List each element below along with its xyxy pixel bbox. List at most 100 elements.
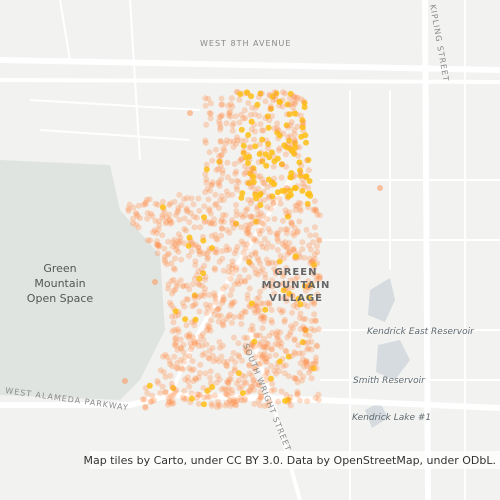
point [284,185,291,191]
point [224,159,231,166]
point [274,335,281,342]
point [154,250,161,257]
point [260,127,267,134]
place-line: Mountain [34,277,85,290]
point [305,278,312,284]
point [302,316,309,322]
point [298,96,305,103]
point [188,210,194,216]
point [223,137,230,144]
point [297,205,304,212]
point [166,399,173,406]
point [286,249,293,256]
point [311,299,318,306]
point [152,200,159,207]
point [170,392,177,399]
point [207,115,214,122]
point [196,391,203,398]
point [224,358,231,365]
point [282,90,289,97]
point [251,338,258,345]
point [231,396,238,403]
point [188,390,195,397]
point [274,333,281,340]
point [173,246,180,253]
point [216,118,223,125]
point [266,282,273,289]
point [186,286,193,293]
point [246,370,253,377]
point [169,363,176,370]
point [261,350,268,357]
point [234,278,241,285]
point [254,206,260,212]
point [241,397,248,404]
point [300,323,307,330]
point [249,322,256,329]
point [251,111,258,118]
point [212,299,219,306]
point [219,101,226,108]
point [292,320,299,327]
point [278,309,285,316]
point [267,103,274,110]
point [256,231,263,237]
point [242,137,249,144]
point [299,124,306,131]
point [190,201,197,208]
point [291,232,298,239]
point [135,224,142,231]
point [228,95,235,102]
point [297,310,304,317]
point [268,105,275,112]
point [201,350,208,357]
point [247,327,254,333]
point [284,250,291,257]
point [295,342,302,349]
point [312,317,319,324]
point [189,358,196,364]
point [244,179,251,186]
point [155,201,161,208]
point [200,250,207,257]
point [271,266,278,272]
point [189,303,196,310]
point [232,221,239,228]
point [312,358,319,365]
attribution[interactable]: Map tiles by Carto, under CC BY 3.0. Dat… [83,454,496,467]
point [296,397,303,404]
point [243,222,250,229]
point [215,312,222,319]
point [264,240,271,247]
point [281,370,288,377]
point [190,334,197,341]
point [218,232,225,239]
point [290,246,297,253]
point [274,235,281,242]
point [310,207,317,214]
point [188,248,195,255]
point [178,256,185,263]
place-line: GREEN [275,267,318,278]
point [208,181,215,188]
point [203,161,210,168]
point [175,231,182,238]
place-label: Green Mountain Open Space [27,262,94,305]
point [261,197,268,204]
point [241,107,248,114]
point [229,270,236,277]
point [195,268,202,275]
point [259,136,266,143]
point [216,153,222,160]
point [288,221,295,228]
point [314,291,321,298]
point [236,377,242,384]
point [166,202,173,208]
point [208,317,215,324]
point [265,340,272,347]
point [279,240,286,247]
point [200,233,206,240]
point [236,158,243,165]
point [215,318,222,325]
